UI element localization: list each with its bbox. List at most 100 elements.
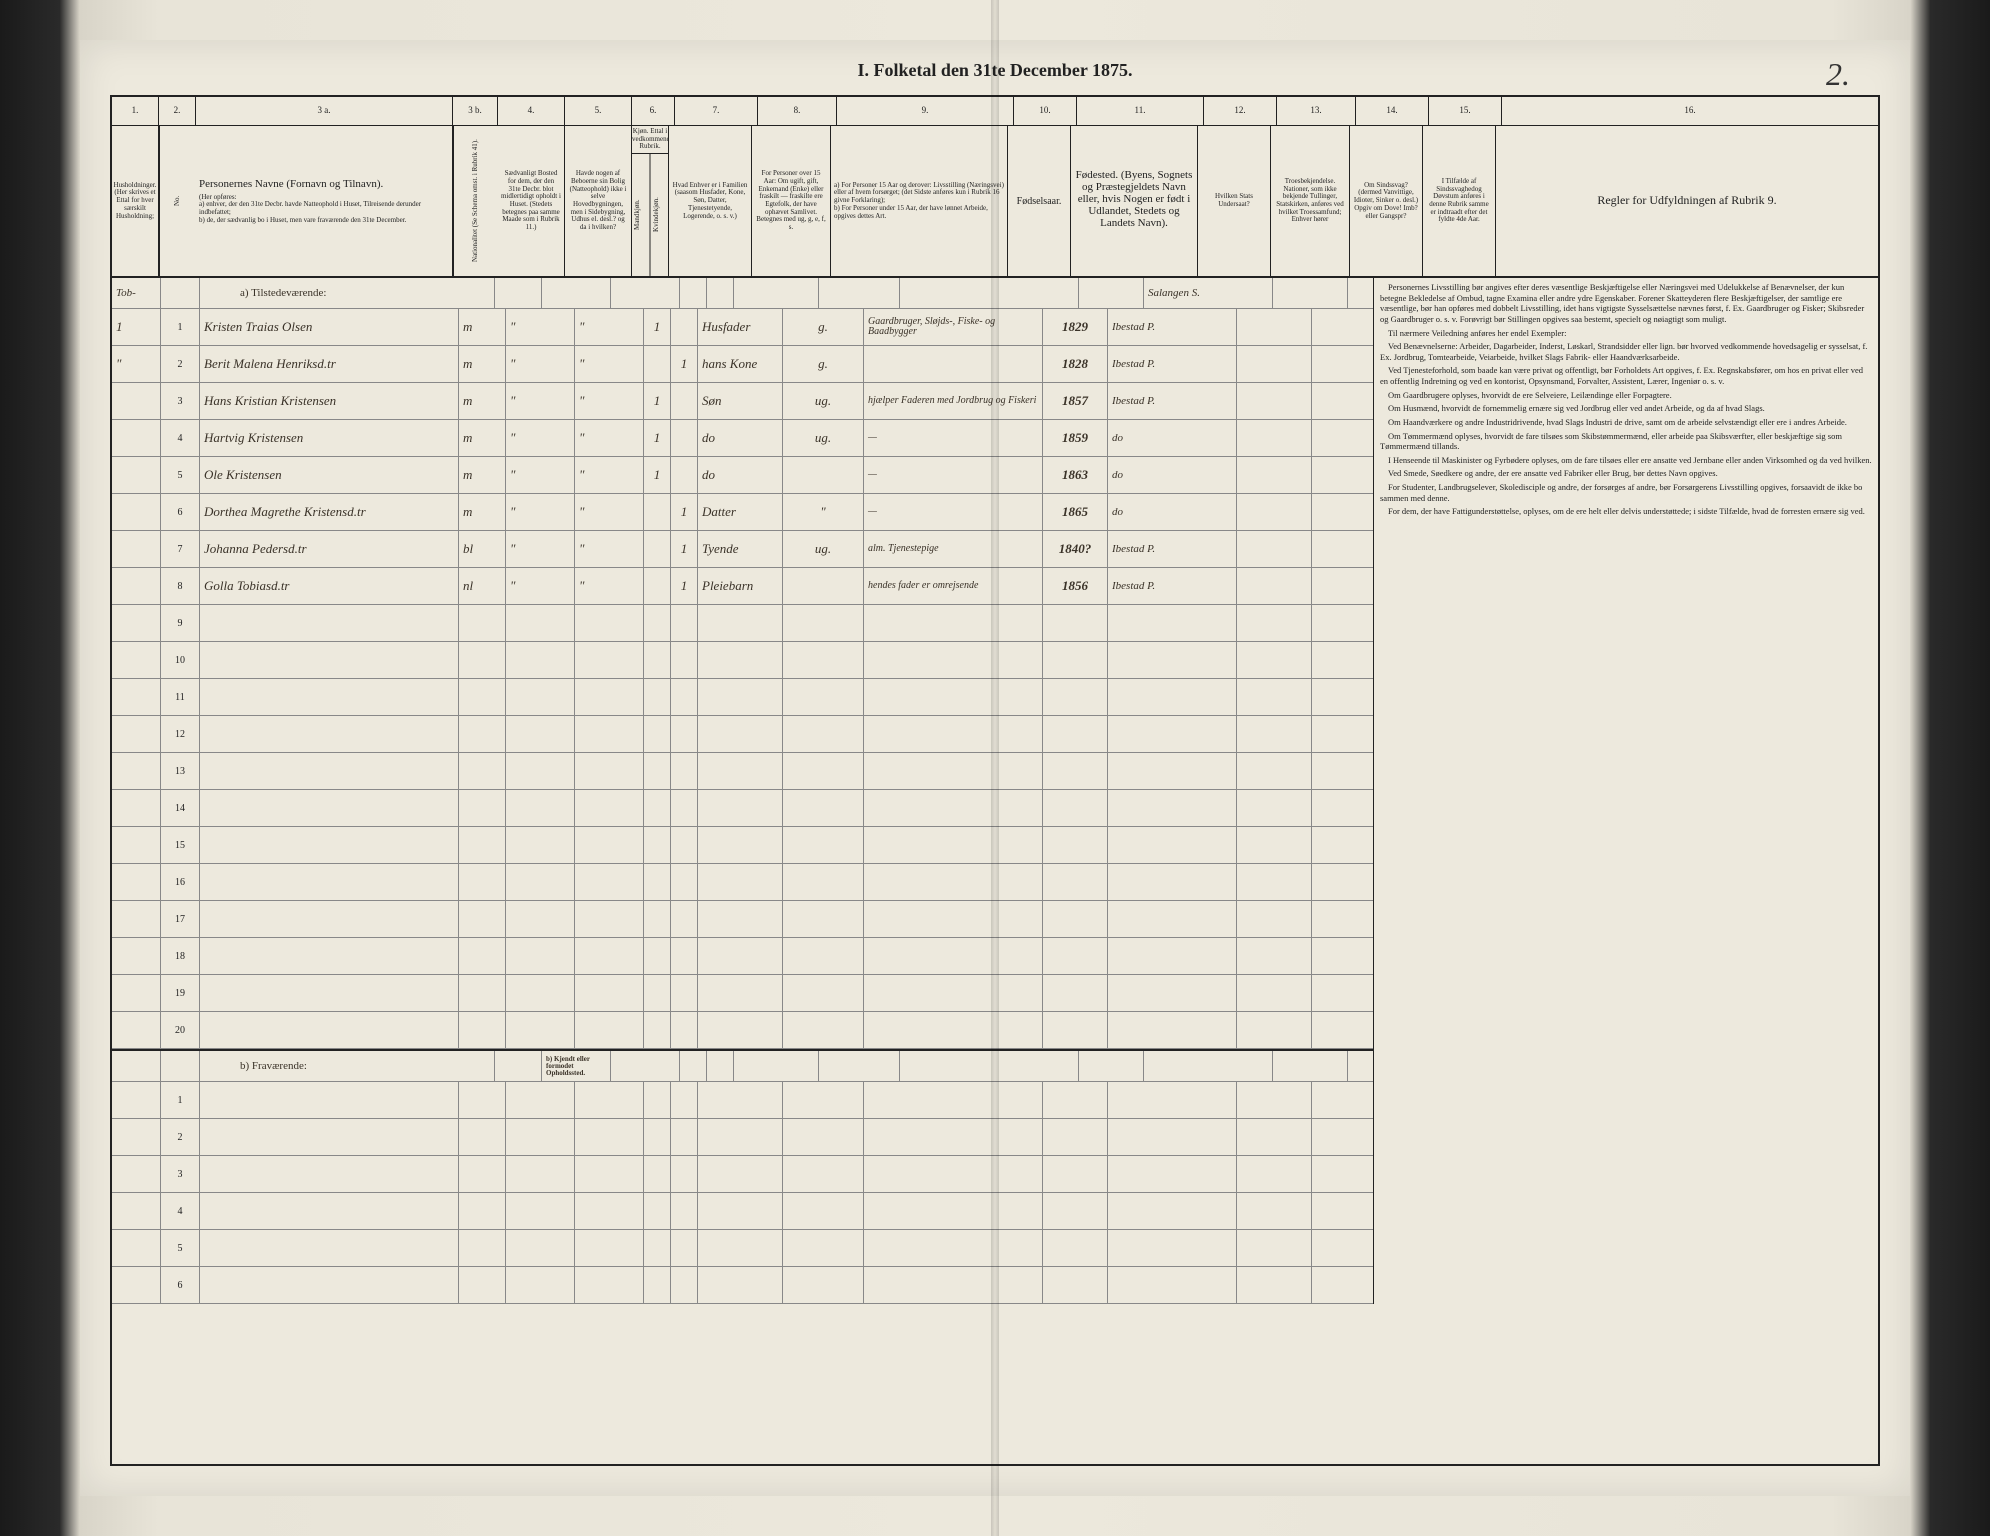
c4-cell: " [506, 383, 575, 419]
c5-cell [575, 864, 644, 900]
nat-cell: m [459, 420, 506, 456]
hdr-1: Husholdninger. (Her skrives et Ettal for… [112, 126, 159, 276]
year-cell: 1865 [1043, 494, 1108, 530]
place-cell: do [1108, 420, 1237, 456]
occ-cell [864, 864, 1043, 900]
place-cell: Ibestad P. [1108, 531, 1237, 567]
civ-cell [783, 642, 864, 678]
sex-m-cell: 1 [644, 309, 671, 345]
rownum-cell: 19 [161, 975, 200, 1011]
nat-cell [459, 901, 506, 937]
sex-m-cell [644, 568, 671, 604]
fam-cell [112, 753, 161, 789]
fam-cell [112, 864, 161, 900]
nat-cell [459, 716, 506, 752]
name-cell [200, 679, 459, 715]
c5-cell [575, 790, 644, 826]
name-cell [200, 827, 459, 863]
instruction-para: I Henseende til Maskinister og Fyrbødere… [1380, 455, 1872, 466]
sex-m-cell [644, 1012, 671, 1048]
sex-k-cell [671, 679, 698, 715]
place-cell [1108, 827, 1237, 863]
rownum-cell: 5 [161, 1230, 200, 1266]
sex-m-cell [644, 790, 671, 826]
occ-cell: — [864, 420, 1043, 456]
c4-cell [506, 901, 575, 937]
c5-cell [575, 605, 644, 641]
instruction-para: Ved Benævnelserne: Arbeider, Dagarbeider… [1380, 341, 1872, 362]
year-cell [1043, 716, 1108, 752]
rel-cell [698, 642, 783, 678]
hdr-2-text: No. [174, 196, 182, 206]
c5-cell: " [575, 346, 644, 382]
sex-m-cell [644, 494, 671, 530]
sex-k-cell [671, 753, 698, 789]
instruction-para: Til nærmere Veiledning anføres her endel… [1380, 328, 1872, 339]
rownum-cell: 15 [161, 827, 200, 863]
sex-k-cell [671, 642, 698, 678]
year-cell [1043, 975, 1108, 1011]
rownum-cell: 9 [161, 605, 200, 641]
rownum-cell: 7 [161, 531, 200, 567]
c4-cell [506, 679, 575, 715]
fam-cell [112, 568, 161, 604]
name-cell: Golla Tobiasd.tr [200, 568, 459, 604]
rownum-cell: 1 [161, 309, 200, 345]
year-cell [1043, 901, 1108, 937]
place-cell [1108, 790, 1237, 826]
c5-cell: " [575, 383, 644, 419]
c4-cell [506, 716, 575, 752]
hdr-15: I Tilfælde af Sindssvaghedog Døvstum anf… [1423, 126, 1496, 276]
colnum-11: 11. [1077, 97, 1204, 125]
nat-cell [459, 864, 506, 900]
name-cell [200, 1012, 459, 1048]
sex-m-cell [644, 753, 671, 789]
name-cell [200, 716, 459, 752]
rel-cell: Pleiebarn [698, 568, 783, 604]
c4-cell [506, 605, 575, 641]
name-cell [200, 605, 459, 641]
rel-cell [698, 938, 783, 974]
civ-cell [783, 605, 864, 641]
hdr-11: Fødested. (Byens, Sognets og Præstegjeld… [1071, 126, 1198, 276]
sex-m-cell [644, 864, 671, 900]
colnum-2: 2. [159, 97, 196, 125]
place-cell [1108, 1012, 1237, 1048]
occ-cell [864, 975, 1043, 1011]
rownum-cell: 20 [161, 1012, 200, 1048]
book-spine [991, 0, 999, 1536]
page-number: 2. [1826, 56, 1850, 93]
rel-cell: Husfader [698, 309, 783, 345]
rownum-cell: 8 [161, 568, 200, 604]
nat-cell: m [459, 309, 506, 345]
nat-cell: m [459, 494, 506, 530]
rownum-cell: 4 [161, 1193, 200, 1229]
section-b-note: b) Kjendt eller formodet Opholdssted. [542, 1051, 611, 1081]
c4-cell: " [506, 568, 575, 604]
nat-cell [459, 605, 506, 641]
nat-cell [459, 938, 506, 974]
c4-cell: " [506, 494, 575, 530]
rownum-cell: 18 [161, 938, 200, 974]
name-cell: Johanna Pedersd.tr [200, 531, 459, 567]
fam-cell [112, 1012, 161, 1048]
nat-cell [459, 827, 506, 863]
hdr-12: Hvilken Stats Undersaat? [1198, 126, 1271, 276]
civ-cell [783, 568, 864, 604]
colnum-5: 5. [565, 97, 632, 125]
sex-k-cell [671, 864, 698, 900]
sex-k-cell [671, 457, 698, 493]
hdr-14: Om Sindssvag? (dermed Vanvittige, Idiote… [1350, 126, 1423, 276]
fam-cell [112, 679, 161, 715]
name-cell [200, 790, 459, 826]
occ-cell: — [864, 494, 1043, 530]
sex-m-cell [644, 938, 671, 974]
year-cell [1043, 753, 1108, 789]
nat-cell: bl [459, 531, 506, 567]
rownum-cell: 6 [161, 494, 200, 530]
rel-cell: do [698, 420, 783, 456]
cell [161, 278, 200, 308]
place-cell: Ibestad P. [1108, 568, 1237, 604]
name-cell [200, 864, 459, 900]
sex-k-cell [671, 1012, 698, 1048]
